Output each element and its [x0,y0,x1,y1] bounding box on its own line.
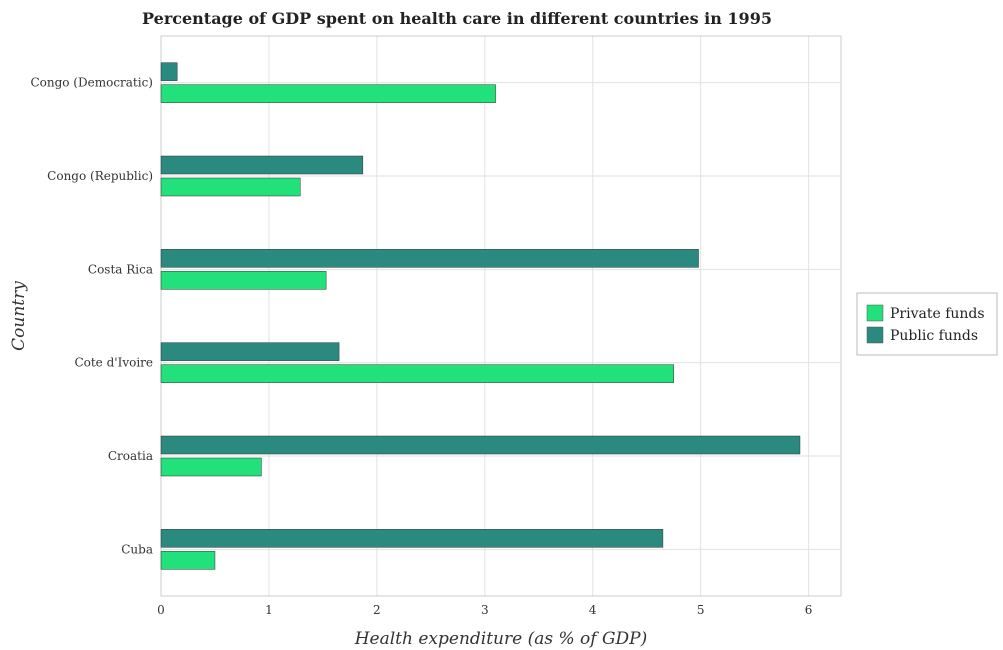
bar-private-funds [160,271,327,290]
bar-public-funds [160,62,178,81]
y-axis-label: Country [9,281,29,351]
x-tick-label: 3 [481,603,489,617]
bar-public-funds [160,529,664,548]
x-tick-label: 4 [589,603,597,617]
bar-public-funds [160,155,364,175]
legend: Private funds Public funds [856,292,998,356]
legend-swatch-public [866,326,884,344]
x-tick-labels: 0 1 2 3 4 5 6 [157,603,812,617]
x-tick-label: 5 [697,603,705,617]
y-tick-label: Congo (Democratic) [30,76,153,90]
y-tick-label: Cuba [121,542,153,556]
x-axis-label: Health expenditure (as % of GDP) [354,629,648,649]
grid [160,36,841,596]
legend-box [856,292,998,356]
x-tick-label: 2 [373,603,381,617]
y-tick-label: Costa Rica [88,262,153,276]
y-tick-label: Congo (Republic) [47,169,153,183]
legend-label-public: Public funds [890,328,978,344]
x-tick-label: 1 [265,603,273,617]
plot-area [160,35,842,597]
legend-swatch-private [866,304,884,322]
legend-label-private: Private funds [890,306,985,322]
bars [160,62,801,570]
bar-private-funds [160,84,496,103]
bar-public-funds [160,435,801,455]
x-tick-label: 6 [805,603,813,617]
bar-private-funds [160,551,216,570]
bar-public-funds [160,342,340,361]
bar-private-funds [160,457,262,477]
bar-private-funds [160,177,301,197]
y-tick-labels: Congo (Democratic) Congo (Republic) Costa … [30,76,153,557]
chart-title: Percentage of GDP spent on health care i… [142,9,772,28]
bar-private-funds [160,364,674,383]
y-tick-label: Cote d'Ivoire [74,356,153,370]
bar-public-funds [160,249,699,268]
y-tick-label: Croatia [108,449,153,463]
x-tick-label: 0 [157,603,165,617]
